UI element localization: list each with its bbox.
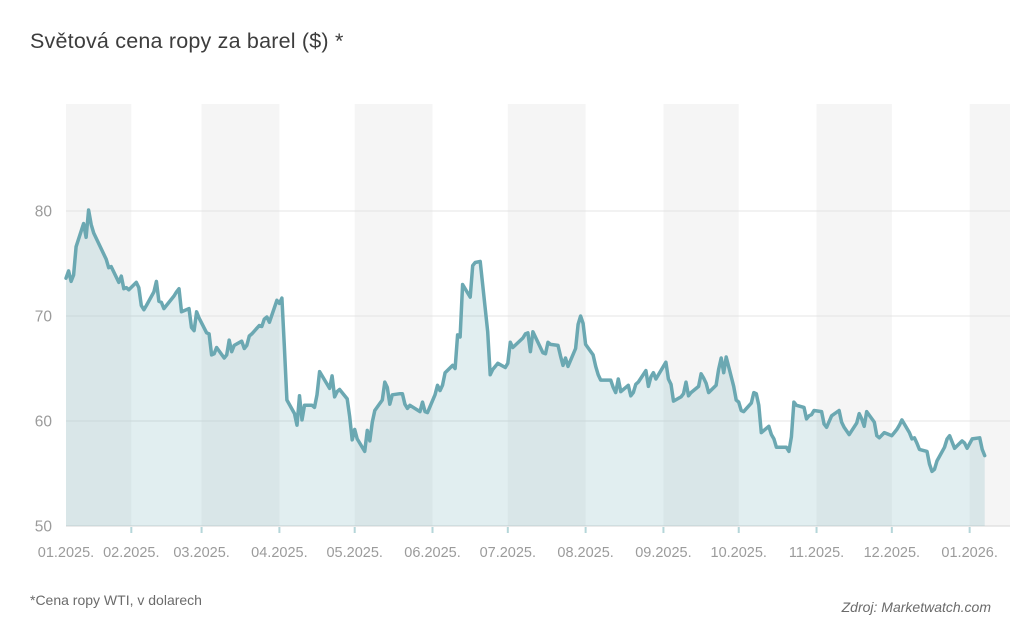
- y-tick-label: 80: [35, 204, 53, 221]
- x-tick-label: 04.2025.: [251, 545, 307, 561]
- x-tick-label: 06.2025.: [404, 545, 460, 561]
- month-band: [969, 104, 1010, 526]
- price-area: [66, 210, 985, 526]
- chart-source: Zdroj: Marketwatch.com: [841, 599, 991, 615]
- chart-footnote: *Cena ropy WTI, v dolarech: [30, 592, 202, 608]
- x-tick-label: 07.2025.: [480, 545, 536, 561]
- month-band: [66, 104, 132, 526]
- price-line: [64, 208, 987, 474]
- x-tick-label: 05.2025.: [326, 545, 382, 561]
- month-band: [507, 104, 586, 526]
- month-band: [816, 104, 892, 526]
- x-tick-label: 03.2025.: [173, 545, 229, 561]
- x-tick-label: 01.2025.: [38, 545, 94, 561]
- x-tick-label: 08.2025.: [557, 545, 613, 561]
- x-tick-label: 10.2025.: [711, 545, 767, 561]
- y-tick-label: 50: [35, 519, 53, 536]
- x-tick-label: 01.2026.: [941, 545, 997, 561]
- x-tick-label: 09.2025.: [635, 545, 691, 561]
- y-tick-label: 60: [35, 414, 53, 431]
- month-band: [663, 104, 739, 526]
- x-tick-label: 11.2025.: [789, 545, 844, 561]
- x-tick-label: 02.2025.: [103, 545, 159, 561]
- month-band: [354, 104, 433, 526]
- month-band: [201, 104, 280, 526]
- chart-title: Světová cena ropy za barel ($) *: [30, 29, 344, 53]
- x-tick-label: 12.2025.: [864, 545, 920, 561]
- y-tick-label: 70: [35, 309, 53, 326]
